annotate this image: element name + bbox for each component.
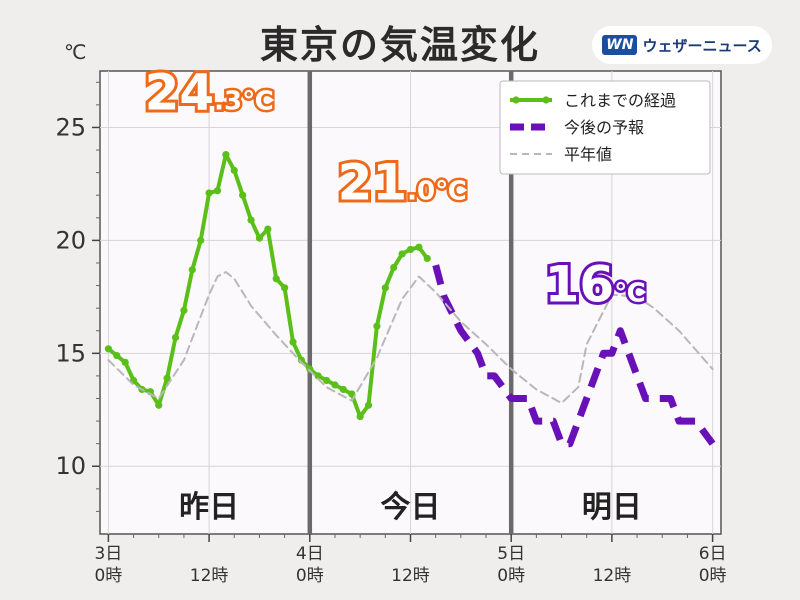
data-point (188, 266, 196, 274)
data-point (314, 372, 322, 380)
brand-badge: WN ウェザーニュース (592, 26, 772, 64)
data-point (415, 243, 423, 251)
data-point (289, 338, 297, 346)
data-point (222, 150, 230, 159)
data-point (398, 250, 406, 258)
data-point (205, 189, 213, 197)
data-point (171, 333, 180, 342)
legend-label: 平年値 (564, 145, 612, 164)
legend-box (499, 80, 711, 175)
data-point (281, 284, 289, 292)
x-tick-label: 4日 (296, 544, 324, 564)
data-point (322, 376, 331, 385)
brand-name: ウェザーニュース (642, 36, 762, 55)
data-point (264, 225, 272, 233)
x-tick-label: 0時 (497, 566, 525, 586)
data-point (390, 263, 398, 272)
data-point (197, 236, 205, 244)
data-point (163, 374, 171, 382)
data-point (213, 187, 222, 195)
x-tick-label: 0時 (94, 566, 122, 586)
day-label: 今日 (381, 490, 441, 525)
x-tick-label: 0時 (296, 566, 324, 586)
data-point (247, 216, 255, 224)
data-point (155, 401, 163, 409)
data-point (339, 385, 347, 394)
x-tick-label: 12時 (391, 566, 430, 586)
data-point (255, 234, 264, 242)
data-point (230, 166, 238, 174)
x-tick-label: 12時 (593, 566, 632, 586)
legend-marker (512, 96, 520, 104)
data-point (356, 412, 364, 421)
legend-label: これまでの経過 (564, 91, 676, 110)
day-label: 明日 (582, 490, 642, 525)
legend-label: 今後の予報 (564, 118, 644, 137)
data-point (423, 254, 431, 263)
peak-annotation: 21.0℃ (338, 154, 467, 212)
data-point (381, 284, 389, 292)
data-point (373, 322, 381, 330)
data-point (331, 381, 339, 389)
x-tick-label: 0時 (699, 566, 727, 586)
data-point (239, 191, 247, 199)
y-tick-label: 10 (55, 452, 86, 480)
series-line (432, 264, 716, 448)
data-point (121, 358, 129, 366)
y-tick-label: 25 (55, 113, 86, 141)
y-tick-label: 15 (55, 339, 86, 367)
x-tick-label: 12時 (190, 566, 229, 586)
data-point (113, 351, 121, 360)
data-point (364, 401, 373, 409)
chart-title: 東京の気温変化 (259, 23, 540, 67)
data-point (104, 345, 112, 353)
brand-logo-icon: WN (602, 35, 638, 55)
data-point (180, 306, 188, 315)
day-label: 昨日 (179, 490, 239, 525)
x-tick-label: 3日 (94, 544, 122, 564)
peak-annotation: 24.3℃ (145, 63, 274, 121)
series-line (107, 271, 714, 404)
peak-annotation: 16℃ (545, 255, 646, 313)
legend-marker (542, 96, 550, 104)
x-tick-label: 5日 (497, 544, 525, 564)
data-point (272, 275, 280, 283)
x-tick-label: 6日 (699, 544, 727, 564)
y-tick-label: 20 (55, 226, 86, 254)
data-point (306, 365, 314, 373)
y-unit-label: ℃ (64, 40, 87, 64)
data-point (406, 245, 415, 254)
